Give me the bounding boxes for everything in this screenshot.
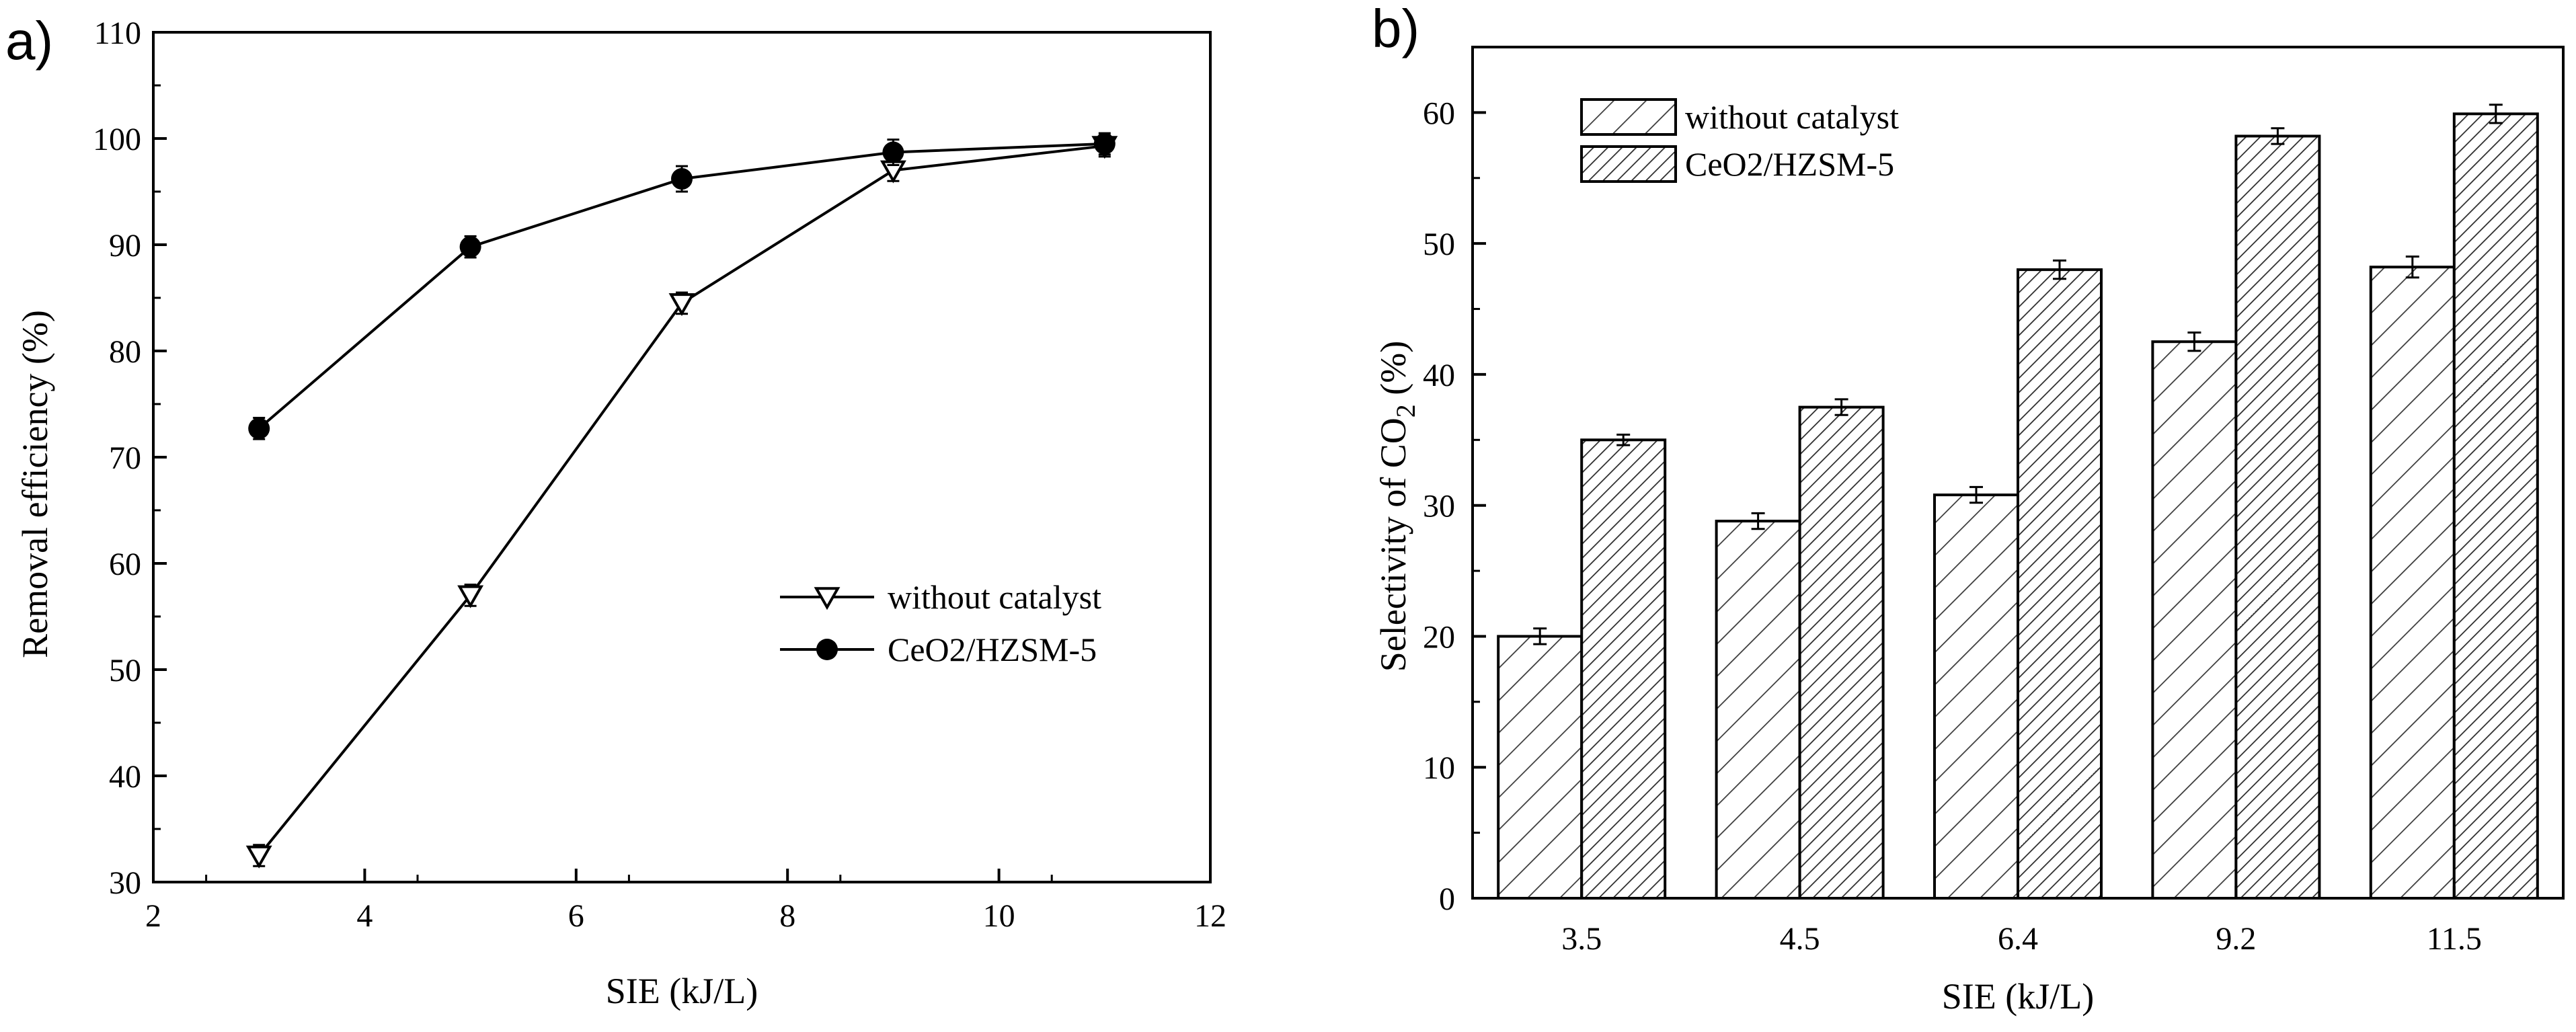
data-point <box>1093 132 1116 155</box>
panel-b-bar-chart: b) 3.5 4.5 6.4 9.2 11.5 0 10 20 30 40 50 60 SIE (kJ/… <box>1372 0 2565 1017</box>
y-tick-label: 40 <box>1423 358 1455 393</box>
series-line-without-catalyst <box>258 145 1105 857</box>
legend-marker <box>816 639 838 660</box>
y-tick-label: 110 <box>94 15 141 51</box>
bar-rect <box>1715 520 1801 900</box>
bar-without-catalyst <box>1933 485 2019 900</box>
legend-swatch <box>1580 145 1677 183</box>
y-tick-label: 60 <box>109 547 141 582</box>
panel-b-label: b) <box>1372 0 1419 58</box>
panel-a-line-chart: a) 2 4 6 8 10 12 30 40 50 60 70 80 90 100 110 SIE (kJ/L… <box>5 11 1226 1011</box>
plot-frame <box>152 31 1212 883</box>
y-axis-title-main: Selectivity of CO <box>1373 418 1413 672</box>
bar-ceo2-hzsm-5 <box>2234 127 2321 900</box>
y-axis-title-subscript: 2 <box>1391 404 1421 418</box>
x-axis-title: SIE (kJ/L) <box>606 971 758 1011</box>
bar-rect <box>1580 438 1667 900</box>
y-axis-title: Removal efficiency (%) <box>15 310 55 658</box>
y-tick-label: 0 <box>1439 881 1455 917</box>
bar-rect <box>2234 134 2321 900</box>
y-tick-label: 50 <box>1423 227 1455 262</box>
bar-without-catalyst <box>1715 512 1801 900</box>
bar-without-catalyst <box>2369 255 2456 900</box>
y-tick-label: 10 <box>1423 750 1455 786</box>
x-tick-label: 2 <box>145 898 161 934</box>
y-tick-label: 80 <box>109 334 141 370</box>
series-ceo2-hzsm-5 <box>248 132 1116 440</box>
y-tick-label: 100 <box>93 122 141 157</box>
bar-rect <box>2369 266 2456 900</box>
legend-label: without catalyst <box>888 578 1101 616</box>
bar-rect <box>1933 493 2019 900</box>
y-tick-label: 50 <box>109 653 141 688</box>
x-tick-label: 12 <box>1194 898 1226 934</box>
data-point <box>457 585 484 608</box>
legend-marker <box>814 587 841 610</box>
x-tick-label: 6 <box>568 898 584 934</box>
bar-without-catalyst <box>1497 627 1584 900</box>
bar-rect <box>2452 112 2539 900</box>
bar-ceo2-hzsm-5 <box>1798 398 1885 900</box>
x-tick-label: 4.5 <box>1780 921 1820 957</box>
y-tick-label: 30 <box>109 865 141 901</box>
y-tick-label: 90 <box>109 228 141 264</box>
series-without-catalyst <box>245 134 1118 869</box>
y-axis-title: Selectivity of CO2 (%) <box>1373 341 1421 672</box>
y-tick-label: 70 <box>109 440 141 476</box>
plot-frame <box>1471 46 2565 900</box>
x-tick-label: 4 <box>356 898 373 934</box>
data-point <box>882 141 904 163</box>
legend-swatch <box>1580 98 1677 136</box>
bar-rect <box>1497 635 1584 900</box>
legend-label: without catalyst <box>1685 98 1899 136</box>
y-axis-title-suffix: (%) <box>1373 341 1413 404</box>
x-axis-title: SIE (kJ/L) <box>1942 976 2094 1017</box>
x-tick-label: 8 <box>779 898 795 934</box>
legend-label: CeO2/HZSM-5 <box>1685 145 1894 183</box>
legend-label: CeO2/HZSM-5 <box>888 631 1097 668</box>
bar-ceo2-hzsm-5 <box>2452 104 2539 900</box>
y-tick-label: 60 <box>1423 95 1455 131</box>
x-tick-label: 10 <box>983 898 1015 934</box>
bar-rect <box>2151 340 2238 900</box>
data-point <box>668 293 695 317</box>
y-tick-label: 40 <box>109 759 141 795</box>
x-tick-label: 11.5 <box>2427 921 2482 957</box>
bar-rect <box>2017 268 2103 900</box>
data-point <box>459 236 481 258</box>
x-tick-label: 9.2 <box>2216 921 2256 957</box>
data-point <box>671 168 693 190</box>
y-tick-label: 20 <box>1423 619 1455 655</box>
panel-a-label: a) <box>5 11 53 71</box>
x-tick-label: 3.5 <box>1561 921 1602 957</box>
y-tick-label: 30 <box>1423 489 1455 524</box>
x-tick-label: 6.4 <box>1998 921 2038 957</box>
bar-without-catalyst <box>2151 331 2238 900</box>
bar-ceo2-hzsm-5 <box>1580 434 1667 900</box>
bar-ceo2-hzsm-5 <box>2017 259 2103 900</box>
data-point <box>245 845 272 869</box>
data-point <box>248 418 270 440</box>
bar-rect <box>1798 405 1885 900</box>
